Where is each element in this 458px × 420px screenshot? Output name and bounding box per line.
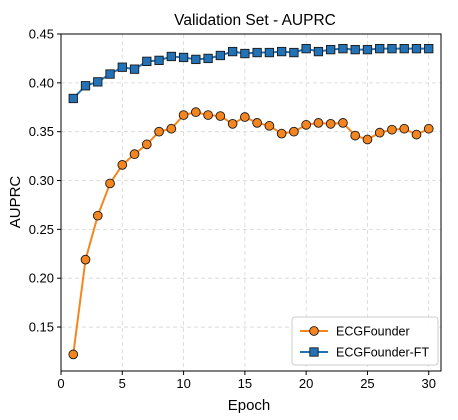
y-tick-label: 0.15: [29, 320, 54, 335]
data-point: [80, 81, 91, 91]
data-point: [203, 110, 213, 120]
data-point: [105, 69, 115, 79]
data-point: [264, 120, 275, 131]
series-ecgfounder: [68, 107, 434, 360]
y-tick-label: 0.25: [29, 222, 54, 237]
data-point: [68, 349, 79, 360]
data-point: [350, 130, 361, 141]
y-axis-label: AUPRC: [7, 176, 24, 229]
data-point: [387, 124, 397, 135]
data-point: [399, 44, 409, 54]
series-ecgfounder-ft: [68, 44, 434, 104]
data-point: [374, 127, 385, 138]
x-axis-label: Epoch: [228, 397, 271, 414]
data-point: [362, 134, 373, 145]
y-tick-label: 0.40: [29, 75, 54, 90]
data-point: [178, 52, 189, 63]
data-point: [362, 44, 373, 55]
data-point: [338, 44, 348, 54]
data-point: [129, 149, 140, 159]
data-point: [350, 44, 360, 55]
legend-label: ECGFounder: [336, 325, 410, 339]
legend-item: ECGFounder: [300, 325, 410, 339]
chart-title: Validation Set - AUPRC: [174, 12, 336, 29]
x-tick-label: 15: [238, 376, 252, 391]
data-point: [375, 44, 385, 54]
legend-marker: [309, 326, 319, 336]
data-point: [166, 51, 176, 62]
plot-frame: [60, 33, 442, 372]
x-tick-label: 5: [119, 376, 126, 391]
data-point: [240, 48, 250, 59]
data-point: [129, 64, 140, 74]
data-point: [68, 93, 78, 104]
data-point: [252, 118, 262, 128]
data-point: [105, 178, 115, 189]
legend: ECGFounder ECGFounder-FT: [291, 316, 439, 366]
x-tick-label: 10: [176, 376, 190, 391]
data-point: [227, 46, 238, 57]
legend-marker: [309, 347, 319, 357]
data-point: [399, 123, 410, 134]
data-point: [92, 210, 103, 221]
data-point: [276, 46, 287, 57]
data-point: [387, 44, 397, 54]
data-point: [313, 46, 324, 57]
axis-ticks: 0 5 10 15 20 25 30 0.15 0.20 0.25 0.30 0.35 0.40 0.45: [29, 27, 436, 392]
data-point: [325, 119, 336, 129]
data-point: [313, 118, 324, 128]
data-point: [117, 160, 128, 170]
x-tick-label: 20: [299, 376, 313, 391]
x-tick-label: 0: [57, 376, 64, 391]
data-point: [80, 254, 91, 265]
data-point: [154, 126, 164, 137]
legend-label: ECGFounder-FT: [336, 346, 429, 360]
y-tick-label: 0.30: [29, 173, 54, 188]
data-point: [142, 56, 152, 67]
data-point: [240, 112, 250, 122]
y-tick-label: 0.20: [29, 271, 54, 286]
data-point: [423, 123, 434, 134]
data-point: [227, 119, 238, 129]
data-point: [301, 44, 311, 54]
y-tick-label: 0.45: [29, 27, 54, 42]
legend-box: [291, 316, 439, 366]
data-point: [215, 111, 226, 121]
data-point: [190, 107, 201, 117]
x-tick-label: 25: [360, 376, 374, 391]
x-tick-label: 30: [422, 376, 436, 391]
data-point: [141, 139, 152, 150]
data-point: [289, 126, 299, 137]
data-point: [326, 44, 336, 55]
data-point: [154, 55, 164, 66]
data-point: [264, 47, 275, 58]
data-point: [411, 44, 422, 54]
data-point: [338, 118, 348, 128]
data-point: [93, 77, 103, 87]
data-point: [178, 110, 189, 120]
data-point: [411, 129, 422, 140]
data-point: [289, 47, 299, 58]
data-point: [191, 54, 201, 65]
series-layer: [68, 44, 434, 360]
legend-item: ECGFounder-FT: [300, 346, 429, 360]
data-point: [117, 62, 127, 72]
data-point: [166, 123, 177, 134]
data-point: [424, 44, 434, 54]
data-point: [203, 53, 213, 64]
y-tick-label: 0.35: [29, 124, 54, 139]
data-point: [215, 50, 226, 61]
data-point: [252, 47, 262, 58]
data-point: [301, 119, 312, 130]
data-point: [276, 128, 287, 139]
